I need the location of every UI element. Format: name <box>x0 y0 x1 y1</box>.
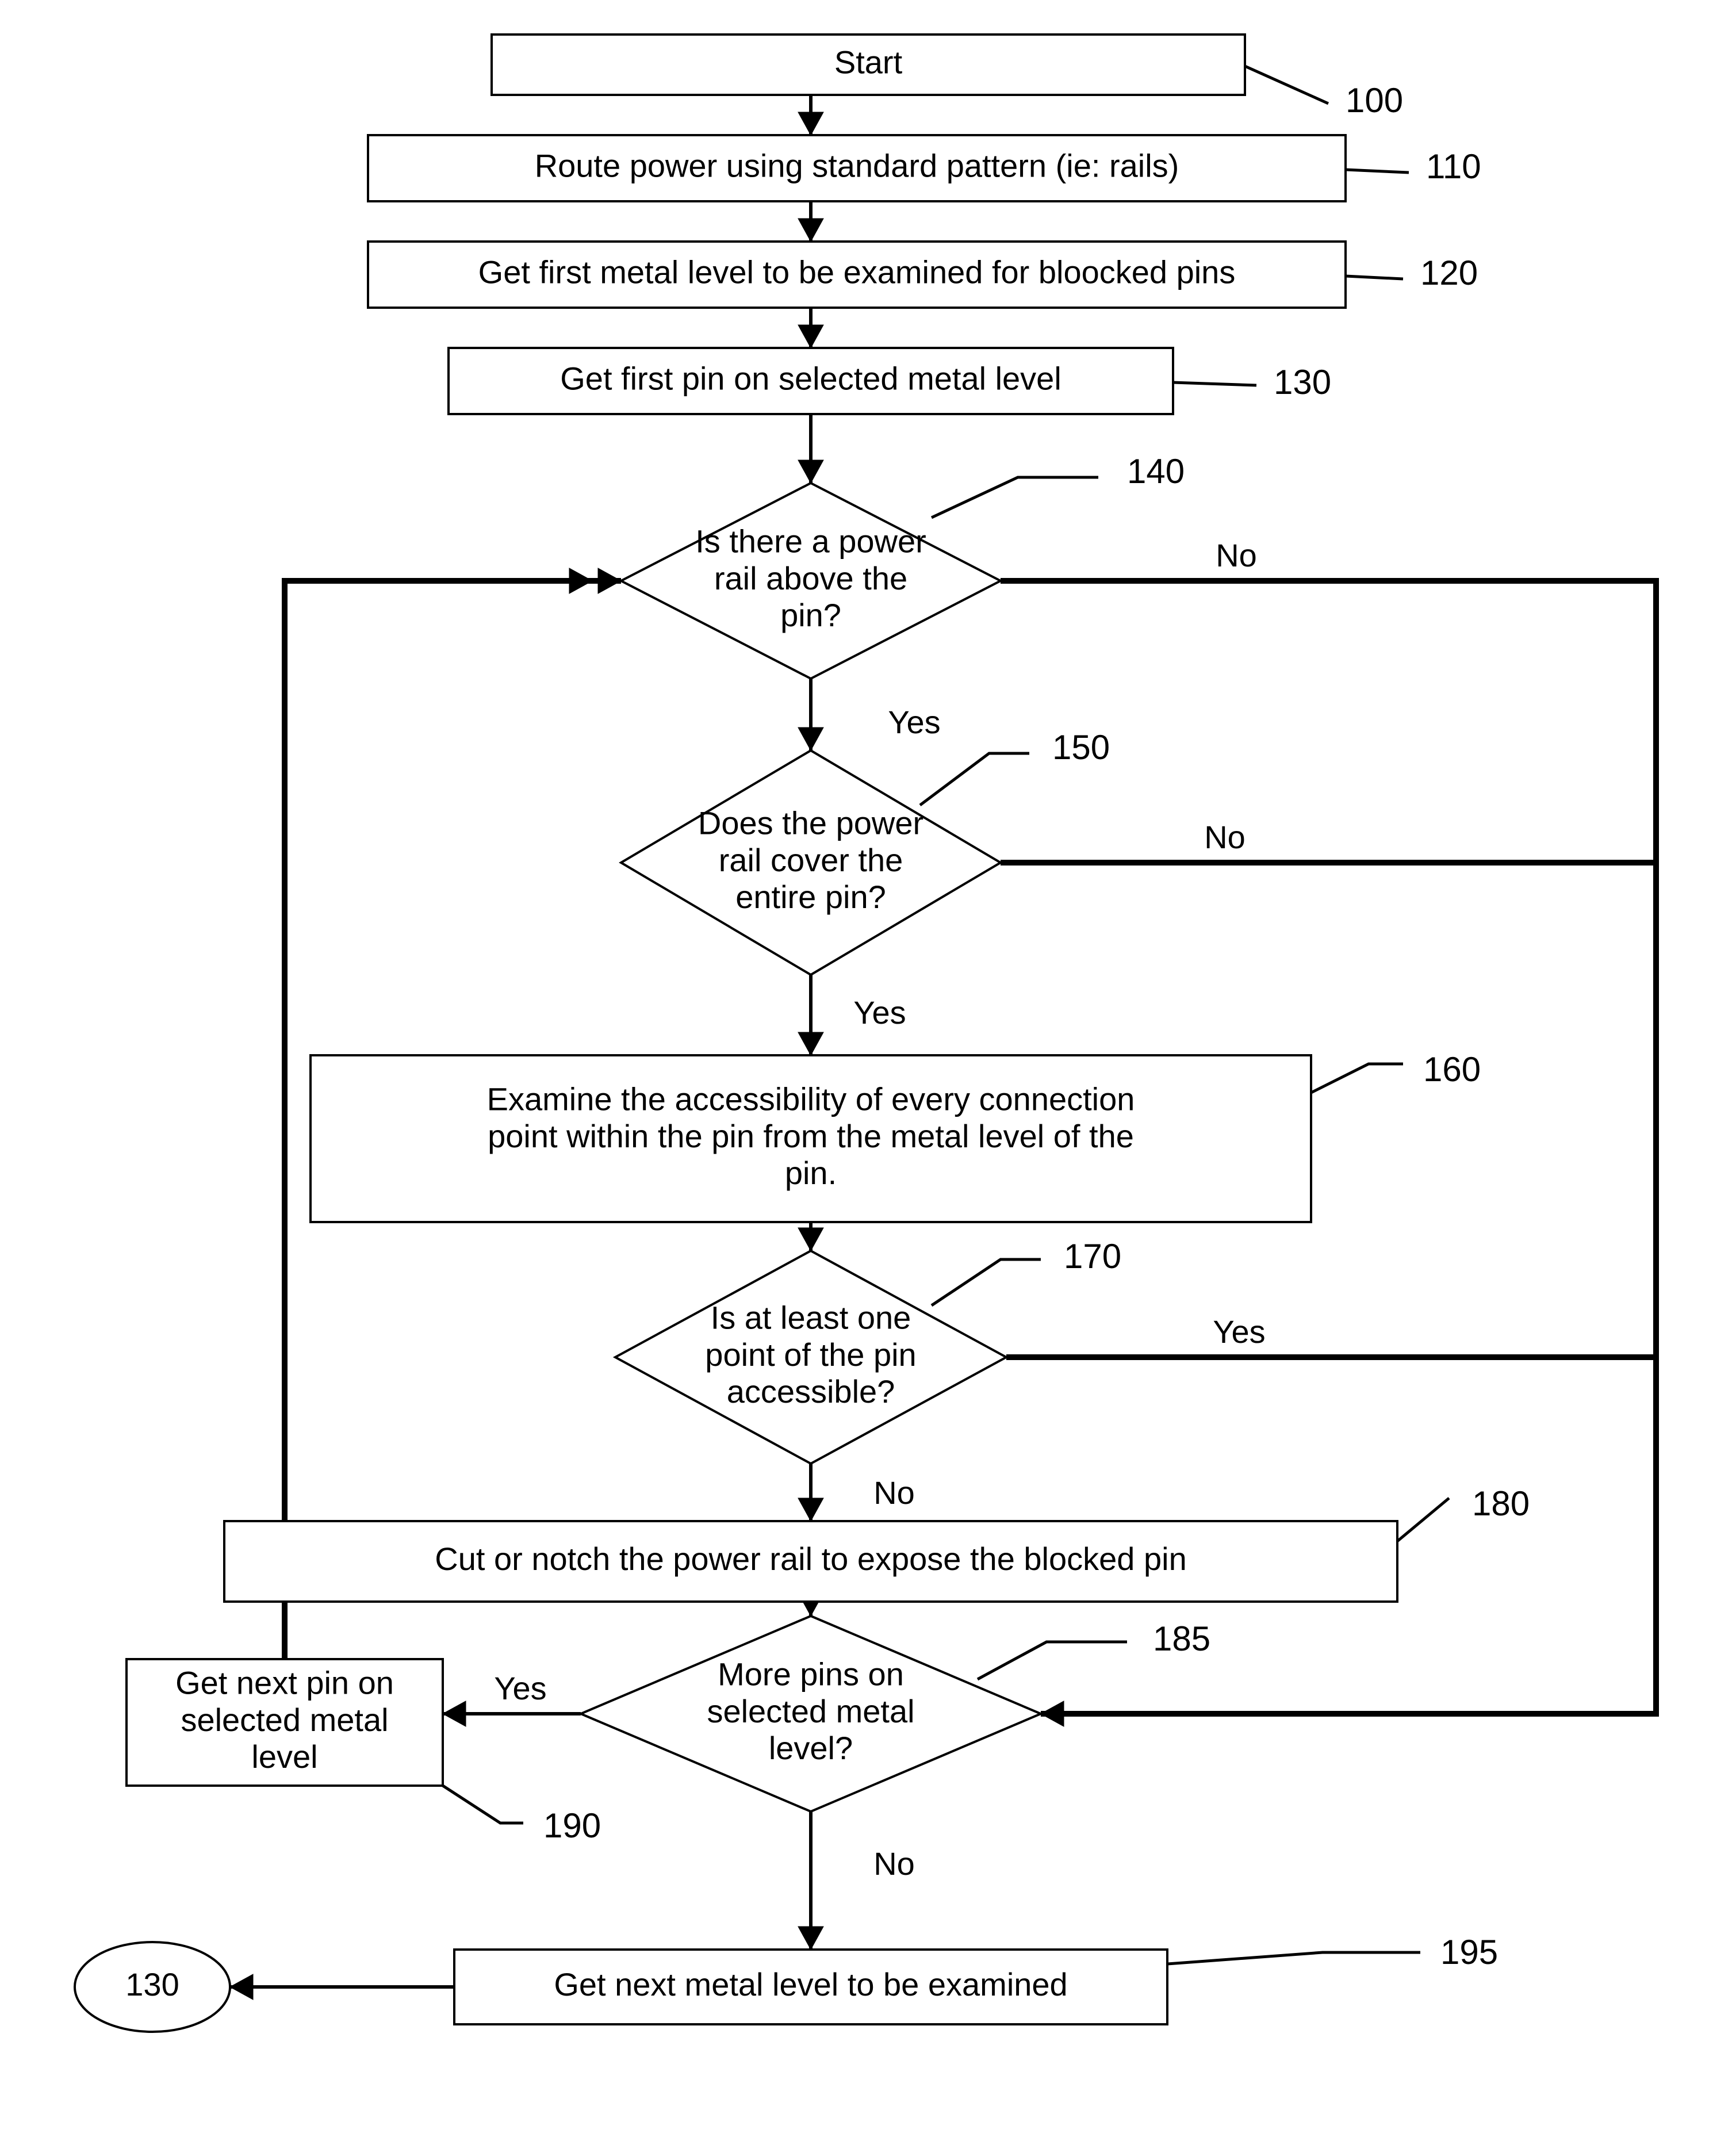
svg-text:level: level <box>251 1738 317 1775</box>
svg-text:Start: Start <box>834 44 903 80</box>
n110-leader <box>1346 170 1409 173</box>
svg-text:level?: level? <box>769 1730 853 1766</box>
n110-ref: 110 <box>1426 147 1481 186</box>
n180-ref: 180 <box>1472 1484 1530 1523</box>
svg-text:rail above the: rail above the <box>714 560 907 596</box>
n170-leader <box>932 1259 1041 1305</box>
edge-label-5: Yes <box>853 994 906 1031</box>
n140-ref: 140 <box>1127 452 1185 491</box>
edge-label-4: Yes <box>888 704 940 740</box>
n140-leader <box>932 477 1098 518</box>
svg-text:selected metal: selected metal <box>181 1702 388 1738</box>
svg-text:Get first pin on selected meta: Get first pin on selected metal level <box>560 360 1061 396</box>
n190-ref: 190 <box>543 1806 601 1845</box>
edge-label-11: No <box>1204 819 1246 855</box>
n160-ref: 160 <box>1423 1050 1481 1089</box>
n100-ref: 100 <box>1346 81 1403 120</box>
svg-text:130: 130 <box>125 1966 179 2002</box>
svg-text:Get next metal level to be exa: Get next metal level to be examined <box>554 1966 1067 2002</box>
n130-ref: 130 <box>1274 363 1331 401</box>
edge-label-12: Yes <box>1213 1314 1265 1350</box>
svg-text:accessible?: accessible? <box>727 1373 895 1410</box>
svg-text:point of the pin: point of the pin <box>705 1337 916 1373</box>
svg-text:Is there a power: Is there a power <box>695 523 926 559</box>
edge-label-13: Yes <box>494 1670 546 1706</box>
n100-leader <box>1245 66 1328 104</box>
edge-label-10: No <box>1216 537 1257 573</box>
n150-leader <box>920 753 1029 805</box>
edge-label-7: No <box>873 1475 915 1511</box>
svg-text:pin?: pin? <box>780 597 841 633</box>
svg-text:Get first metal level to be ex: Get first metal level to be examined for… <box>478 254 1236 290</box>
n120-ref: 120 <box>1420 254 1478 292</box>
svg-text:More pins on: More pins on <box>718 1656 904 1692</box>
n130-leader <box>1173 382 1256 385</box>
svg-text:Examine the accessibility of e: Examine the accessibility of every conne… <box>487 1081 1135 1117</box>
svg-text:pin.: pin. <box>785 1155 837 1191</box>
svg-text:entire pin?: entire pin? <box>735 879 886 915</box>
n190-leader <box>443 1786 523 1823</box>
edge-label-9: No <box>873 1845 915 1882</box>
svg-text:Is at least one: Is at least one <box>711 1299 911 1335</box>
svg-text:Route power using standard pa: Route power using standard pattern (ie: … <box>535 147 1179 183</box>
svg-text:Does the power: Does the power <box>698 805 923 841</box>
svg-text:Get next pin on: Get next pin on <box>175 1664 394 1701</box>
svg-text:rail cover the: rail cover the <box>719 842 903 878</box>
svg-text:Cut or notch the power rail to: Cut or notch the power rail to expose th… <box>435 1541 1186 1577</box>
svg-text:selected metal: selected metal <box>707 1693 914 1729</box>
n195-leader <box>1167 1952 1420 1964</box>
n160-leader <box>1311 1064 1403 1093</box>
svg-text:point within the pin from the: point within the pin from the metal leve… <box>488 1118 1134 1154</box>
n170-ref: 170 <box>1064 1237 1121 1276</box>
n185-ref: 185 <box>1153 1619 1210 1658</box>
n120-leader <box>1346 276 1403 279</box>
n180-leader <box>1397 1498 1449 1541</box>
n185-leader <box>978 1642 1127 1679</box>
n150-ref: 150 <box>1052 728 1110 767</box>
n195-ref: 195 <box>1440 1933 1498 1971</box>
